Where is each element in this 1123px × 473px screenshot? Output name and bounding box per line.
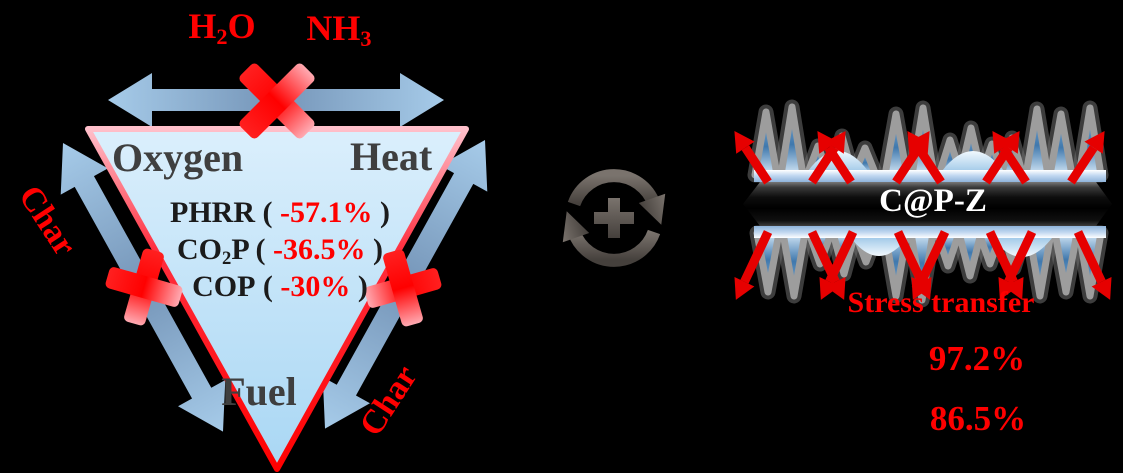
triangle-heat-label: Heat <box>350 134 433 179</box>
bar-label: C@P-Z <box>879 183 987 219</box>
recycle-icon <box>562 169 666 267</box>
composite-structure <box>734 99 1112 308</box>
blocked-x-top-icon <box>239 63 315 139</box>
metric-cop: COP ( -30% ) <box>192 270 368 303</box>
nh3-label: NH3 <box>306 8 372 52</box>
percentage-value-1: 97.2% <box>928 339 1026 378</box>
triangle-fuel-label: Fuel <box>221 369 297 414</box>
h2o-label: H2O <box>188 6 256 50</box>
triangle-oxygen-label: Oxygen <box>112 135 244 180</box>
blocked-x-left-icon <box>105 248 183 326</box>
stress-arrows <box>734 130 1112 300</box>
matrix-bar <box>743 182 1112 226</box>
stress-transfer-label: Stress transfer <box>847 286 1035 319</box>
metric-co2p: CO2P ( -36.5% ) <box>177 233 383 270</box>
plus-icon <box>594 198 634 238</box>
blocked-x-right-icon <box>364 249 442 327</box>
percentage-value-2: 86.5% <box>929 399 1027 438</box>
metric-phrr: PHRR ( -57.1% ) <box>170 196 390 229</box>
interface-strip-bottom <box>754 226 1106 238</box>
